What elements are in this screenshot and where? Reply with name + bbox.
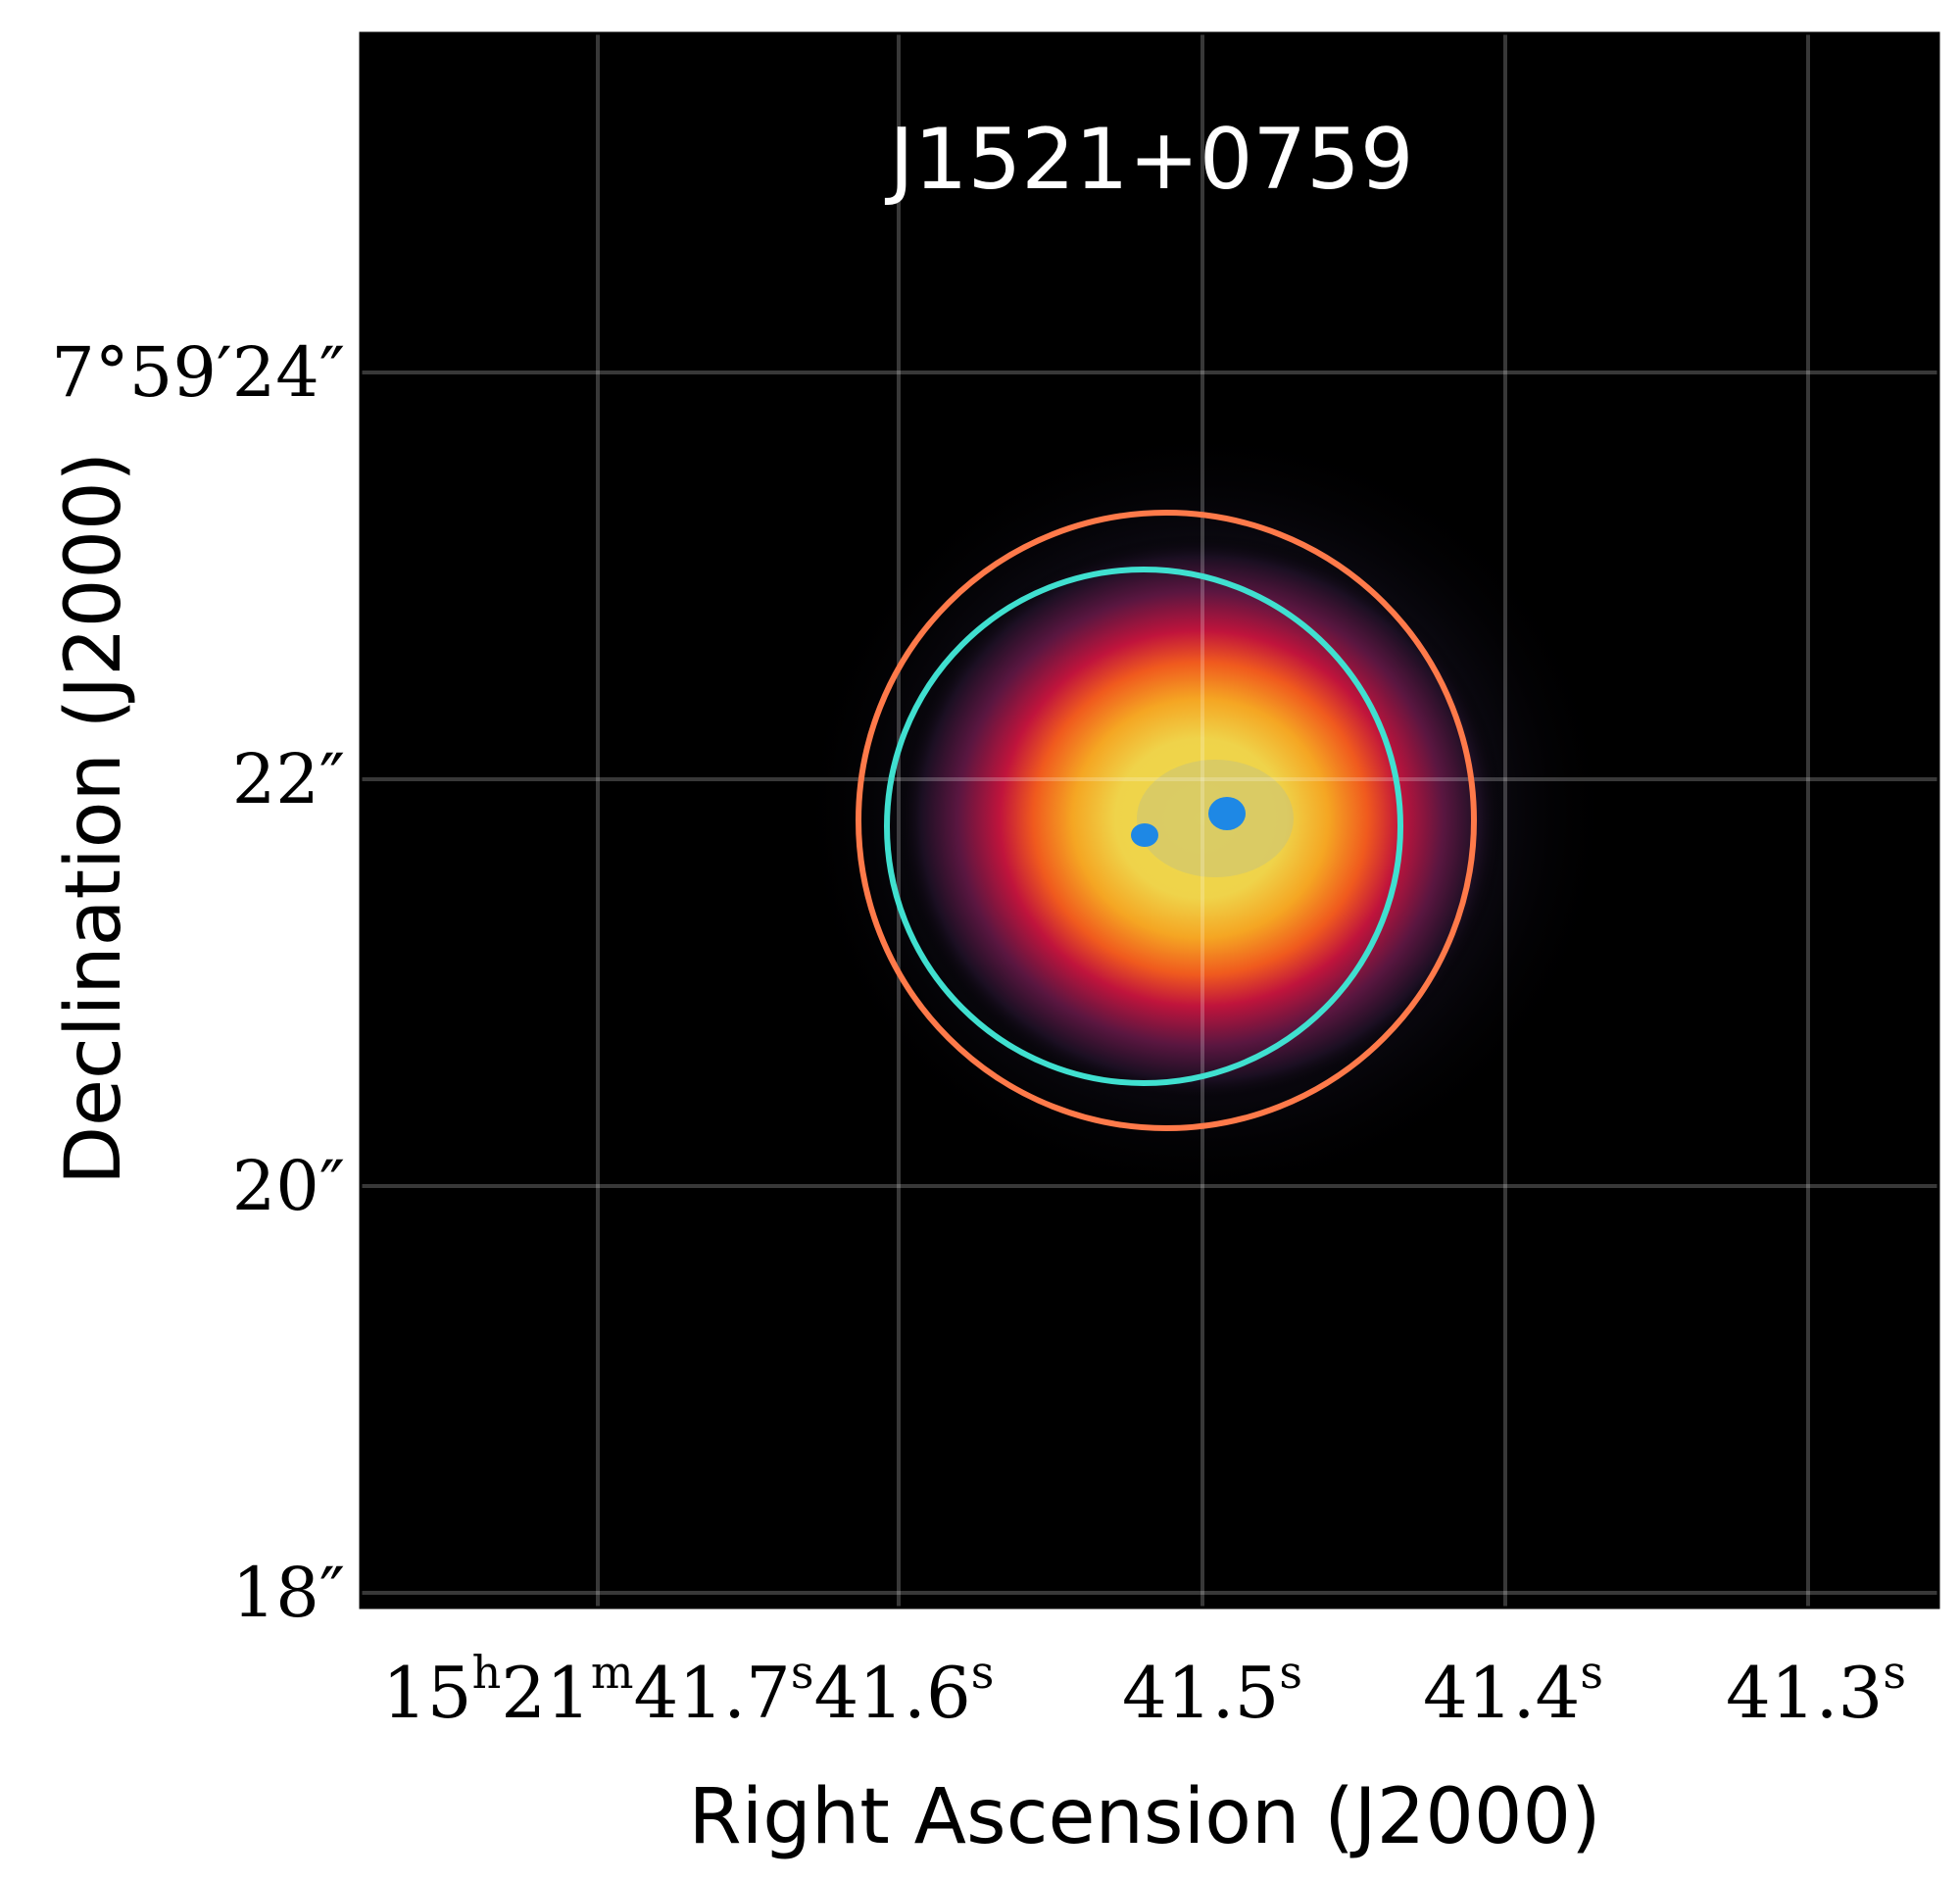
x-tick-sup: s [1279,1646,1302,1699]
x-axis-label: Right Ascension (J2000) [688,1773,1600,1861]
x-tick-main: 41.6 [813,1652,970,1734]
x-tick-sup: s [971,1646,995,1699]
x-tick-sup: s [791,1646,814,1699]
plot-frame [359,31,1940,1609]
y-tick-labels: 7°59′24″ 22″ 20″ 18″ [51,332,345,1633]
x-tick-label: 41.3s [1726,1646,1906,1734]
x-tick-label: 15h21m41.7s41.6s [382,1646,994,1734]
x-tick-label: 41.4s [1423,1646,1603,1734]
x-tick-sup: s [1883,1646,1906,1699]
x-tick-main: 21 [501,1652,591,1734]
x-tick-main: 41.5 [1122,1652,1279,1734]
x-tick-main: 41.3 [1726,1652,1883,1734]
y-axis-label: Declination (J2000) [50,452,138,1185]
x-tick-sup: h [472,1646,502,1699]
bright-knot-core [1208,797,1246,830]
y-tick-label: 18″ [232,1553,345,1633]
y-tick-label: 22″ [232,739,345,819]
x-tick-sup: s [1580,1646,1603,1699]
x-tick-labels: 15h21m41.7s41.6s 41.5s 41.4s 41.3s [382,1646,1906,1734]
grid [361,33,1938,1608]
region-circle-outer [856,510,1477,1131]
x-tick-main: 41.4 [1423,1652,1580,1734]
plot-title: J1521+0759 [884,111,1413,209]
x-tick-label: 41.5s [1122,1646,1302,1734]
image-panel [361,33,1938,1608]
x-tick-main: 41.7 [634,1652,791,1734]
x-tick-main: 15 [382,1652,472,1734]
x-tick-sup: m [591,1646,634,1699]
y-tick-label: 7°59′24″ [51,332,345,413]
bright-knot-east [1131,823,1158,847]
y-tick-label: 20″ [232,1146,345,1226]
region-circle-inner [884,567,1403,1086]
